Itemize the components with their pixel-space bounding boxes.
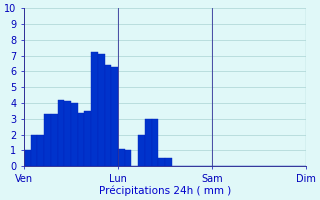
Bar xyxy=(105,65,111,166)
X-axis label: Précipitations 24h ( mm ): Précipitations 24h ( mm ) xyxy=(99,185,231,196)
Bar xyxy=(78,113,84,166)
Bar xyxy=(98,54,105,166)
Bar xyxy=(31,135,37,166)
Bar xyxy=(44,114,51,166)
Bar xyxy=(58,100,64,166)
Bar xyxy=(71,103,78,166)
Bar xyxy=(24,150,31,166)
Bar xyxy=(118,149,125,166)
Bar xyxy=(165,158,172,166)
Bar xyxy=(51,114,58,166)
Bar xyxy=(125,150,132,166)
Bar xyxy=(64,101,71,166)
Bar xyxy=(158,158,165,166)
Bar xyxy=(152,119,158,166)
Bar xyxy=(91,52,98,166)
Bar xyxy=(145,119,152,166)
Bar xyxy=(138,135,145,166)
Bar xyxy=(37,135,44,166)
Bar xyxy=(84,111,91,166)
Bar xyxy=(111,67,118,166)
